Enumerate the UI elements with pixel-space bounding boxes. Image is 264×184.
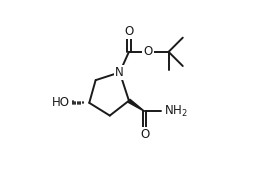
Text: HO: HO <box>52 96 70 109</box>
Text: O: O <box>143 45 153 58</box>
Text: NH$_2$: NH$_2$ <box>164 104 188 119</box>
Polygon shape <box>128 99 144 111</box>
Text: N: N <box>115 66 124 79</box>
Text: O: O <box>140 128 149 141</box>
Text: O: O <box>124 26 134 38</box>
